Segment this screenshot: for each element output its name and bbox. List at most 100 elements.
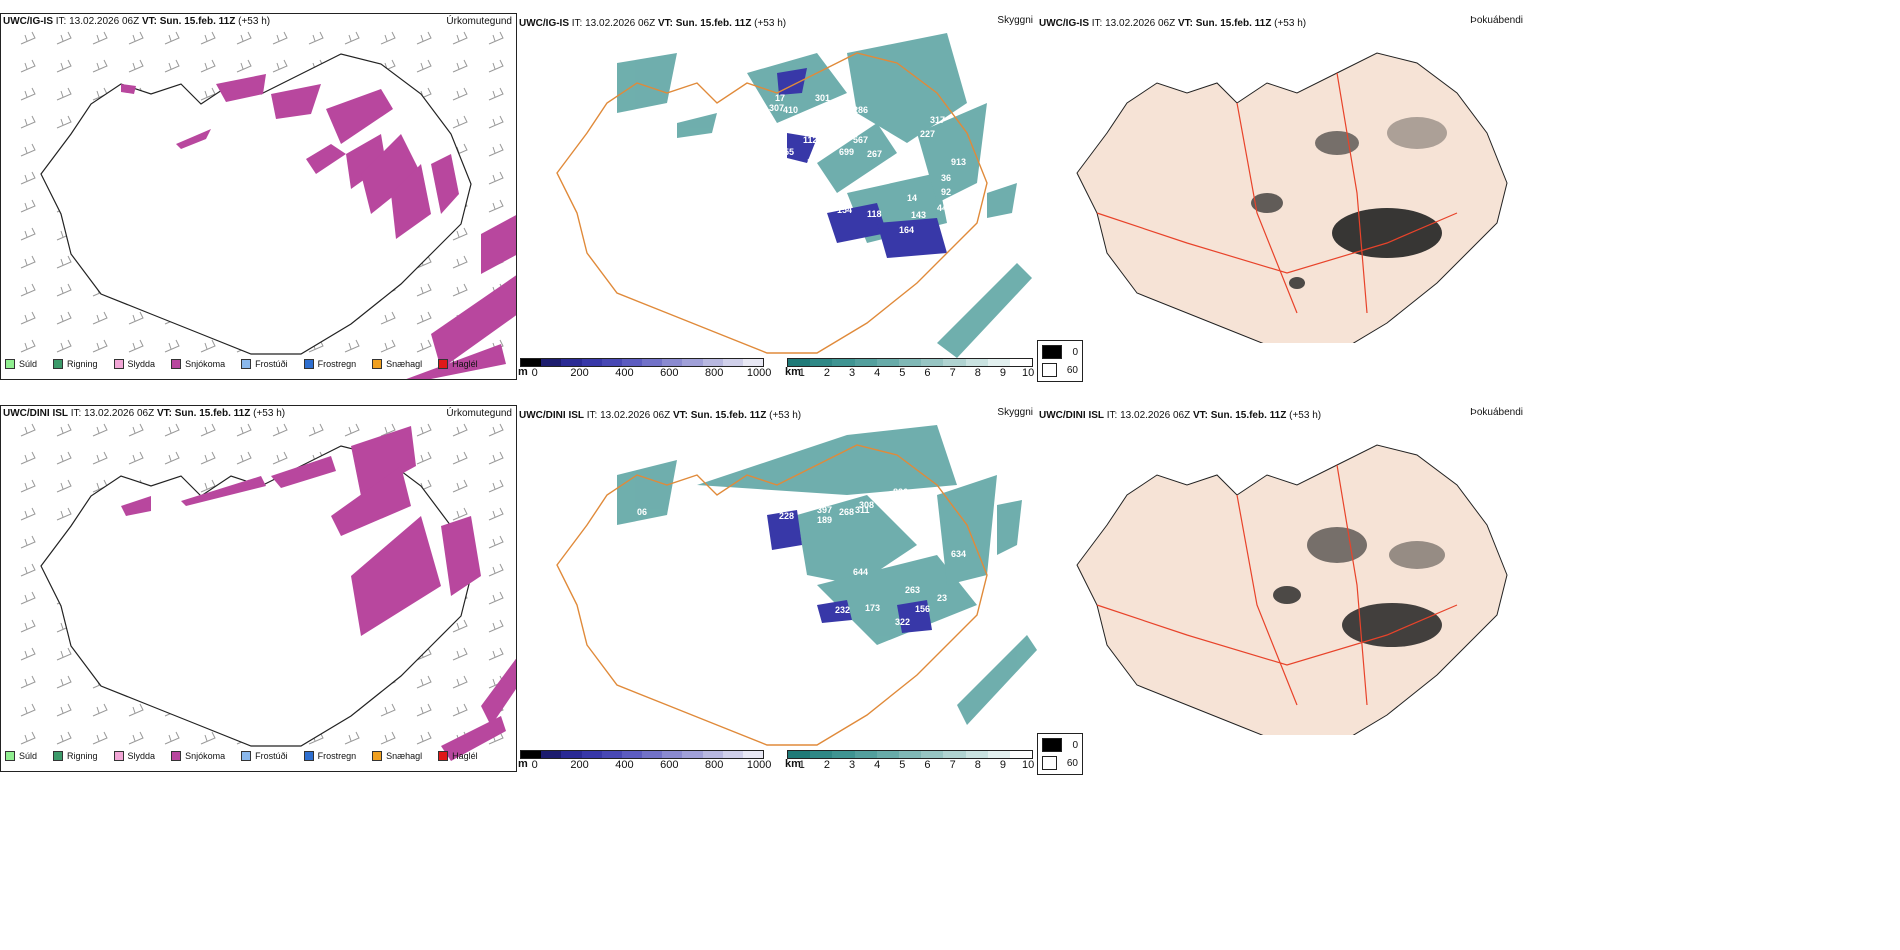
colorbar-segment bbox=[987, 751, 1010, 758]
wind-barb bbox=[416, 703, 432, 717]
wind-barb bbox=[452, 115, 468, 129]
fog-key-label: 60 bbox=[1066, 757, 1078, 769]
wind-barb bbox=[488, 563, 504, 577]
visibility-value: 307 bbox=[769, 103, 784, 113]
visibility-value: 410 bbox=[783, 105, 798, 115]
panel-title: Þokuábendi bbox=[1470, 15, 1523, 26]
colorbar-segment bbox=[965, 359, 988, 366]
visibility-value: 282 bbox=[775, 123, 790, 133]
visibility-value: 25 bbox=[815, 203, 825, 213]
wind-barb bbox=[164, 451, 180, 465]
panel-title: Úrkomutegund bbox=[446, 408, 512, 419]
wind-barb bbox=[380, 731, 396, 745]
colorbar-tick: 9 bbox=[999, 759, 1006, 771]
visibility-value: 634 bbox=[951, 549, 966, 559]
colorbar-tick: 6 bbox=[924, 759, 931, 771]
visibility-colorbar: 1 2 3 4 5 6 7 8 9 10 km bbox=[785, 750, 1034, 771]
legend-item: Haglél bbox=[438, 751, 478, 761]
wind-barb bbox=[92, 703, 108, 717]
legend-swatch bbox=[438, 751, 449, 761]
wind-barb bbox=[20, 59, 36, 73]
wind-barb bbox=[488, 171, 504, 185]
wind-barb bbox=[488, 479, 504, 493]
colorbar-tick: 0 bbox=[531, 367, 538, 379]
wind-barb bbox=[56, 703, 72, 717]
snow-areas bbox=[121, 74, 516, 379]
wind-barb bbox=[20, 591, 36, 605]
wind-barb bbox=[344, 423, 360, 437]
legend-label: Slydda bbox=[127, 751, 156, 761]
wind-barb bbox=[56, 731, 72, 745]
visibility-value: 286 bbox=[853, 105, 868, 115]
iceland-outline bbox=[556, 444, 988, 746]
wind-barb bbox=[20, 647, 36, 661]
legend-swatch bbox=[241, 359, 252, 369]
fog-indicator-panel-row2: Þokuábendi bbox=[1037, 405, 1527, 735]
panel-title: Skyggni bbox=[997, 407, 1033, 418]
colorbar-segment bbox=[662, 751, 683, 758]
wind-barb bbox=[272, 451, 288, 465]
legend-swatch bbox=[5, 359, 15, 369]
wind-barb bbox=[416, 339, 432, 353]
legend-label: Frostúði bbox=[255, 359, 288, 369]
colorbar-segment bbox=[581, 751, 602, 758]
visibility-numbers: 06 826 308 197 228 397 268 311 189 634 644 263 399 23… bbox=[637, 487, 966, 627]
wind-barb bbox=[452, 647, 468, 661]
colorbar-tick: 600 bbox=[660, 367, 679, 379]
visibility-value: 154 bbox=[837, 205, 852, 215]
colorbar-tick: 1 bbox=[798, 367, 805, 379]
legend-item: Snæhagl bbox=[372, 359, 422, 369]
colorbar-segment bbox=[561, 751, 582, 758]
wind-barb bbox=[92, 339, 108, 353]
colorbar-segment bbox=[682, 751, 703, 758]
wind-barb bbox=[20, 507, 36, 521]
colorbar-tick: 200 bbox=[570, 367, 589, 379]
fog-key-swatch bbox=[1042, 363, 1057, 377]
wind-barb bbox=[20, 339, 36, 353]
colorbar-segment bbox=[788, 751, 811, 758]
wind-barb bbox=[488, 535, 504, 549]
visibility-value: 322 bbox=[895, 617, 910, 627]
wind-barb bbox=[20, 619, 36, 633]
wind-barb bbox=[20, 731, 36, 745]
wind-barb bbox=[128, 311, 144, 325]
wind-barb bbox=[200, 731, 216, 745]
wind-barb bbox=[20, 479, 36, 493]
wind-barb bbox=[20, 283, 36, 297]
wind-barb bbox=[200, 451, 216, 465]
wind-barb bbox=[56, 115, 72, 129]
colorbar-segment bbox=[898, 359, 922, 366]
colorbar-tick: 800 bbox=[705, 759, 724, 771]
colorbar-tick: 200 bbox=[570, 759, 589, 771]
visibility-value: 228 bbox=[779, 511, 794, 521]
wind-barb bbox=[488, 87, 504, 101]
precip-legend: Súld Rigning Slydda Snjókoma Frostúði Frostre… bbox=[5, 359, 492, 369]
colorbar-tick: 7 bbox=[949, 367, 956, 379]
colorbar-segment bbox=[832, 751, 855, 758]
visibility-value: 11 bbox=[807, 157, 817, 167]
colorbar-tick: 2 bbox=[823, 367, 830, 379]
wind-barb bbox=[164, 731, 180, 745]
colorbar-tick: 0 bbox=[531, 759, 538, 771]
wind-barb bbox=[380, 339, 396, 353]
precip-map-row1 bbox=[20, 31, 516, 379]
wind-barb bbox=[488, 451, 504, 465]
wind-barb bbox=[416, 451, 432, 465]
legend-item: Snjókoma bbox=[171, 751, 225, 761]
fog-map-row2 bbox=[1076, 444, 1508, 735]
visibility-value: 399 bbox=[775, 589, 790, 599]
wind-barb bbox=[56, 87, 72, 101]
colorbar-segment bbox=[722, 359, 743, 366]
fog-areas bbox=[617, 425, 1037, 725]
legend-swatch bbox=[241, 751, 252, 761]
wind-barb bbox=[20, 171, 36, 185]
fog-map-row1 bbox=[1076, 52, 1508, 343]
legend-item: Rigning bbox=[53, 359, 98, 369]
wind-barb bbox=[308, 423, 324, 437]
colorbar-tick: 7 bbox=[949, 759, 956, 771]
colorbar-segment bbox=[722, 751, 743, 758]
visibility-value: 14 bbox=[907, 193, 917, 203]
fog-key-row: 0 bbox=[1042, 345, 1078, 359]
legend-swatch bbox=[113, 751, 124, 761]
colorbar-segment bbox=[682, 359, 703, 366]
